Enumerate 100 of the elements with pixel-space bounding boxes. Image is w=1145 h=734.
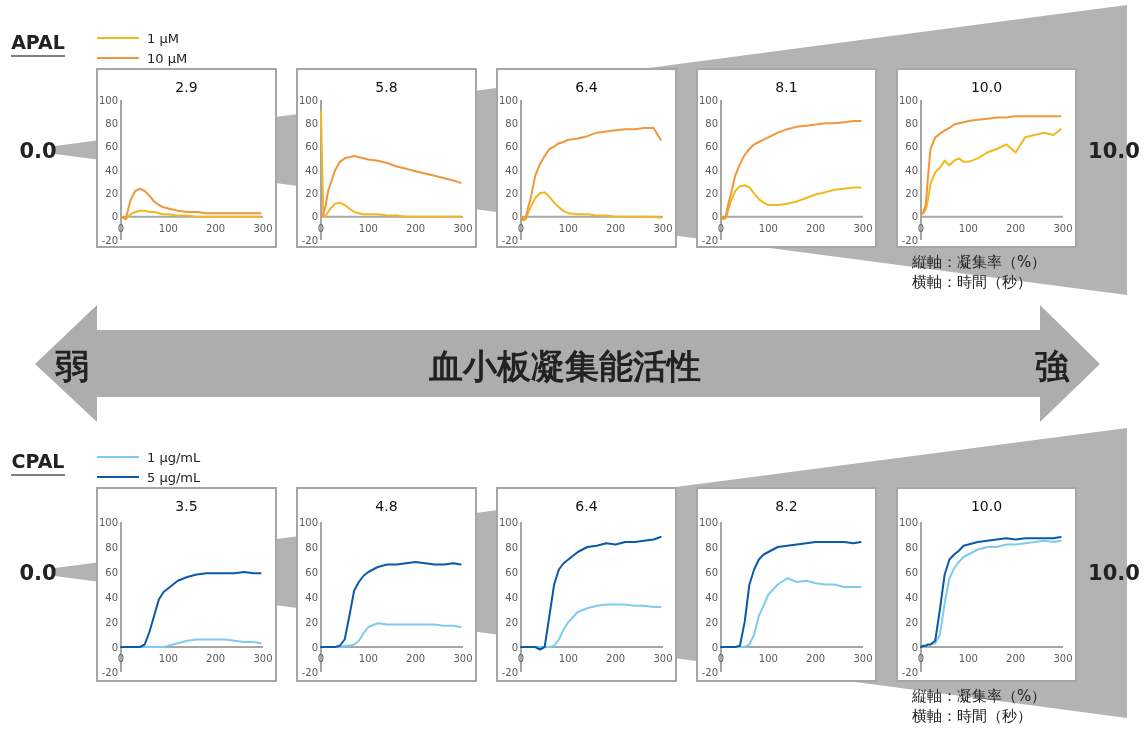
y-tick-label: 60 <box>905 141 918 153</box>
line-series <box>520 127 662 222</box>
chart-title: 2.9 <box>175 79 198 95</box>
chart-title: 10.0 <box>970 498 1003 514</box>
line-series <box>720 541 862 648</box>
x-tick-label: 200 <box>1006 653 1026 664</box>
y-tick-label: 20 <box>305 187 318 199</box>
x-tick-label: 200 <box>406 222 426 234</box>
y-tick-label: 20 <box>505 187 518 199</box>
text: 0.0 <box>19 139 57 163</box>
y-tick-label: -20 <box>701 234 718 246</box>
y-tick-label: 80 <box>105 541 118 553</box>
x-tick-label: 100 <box>558 653 578 664</box>
x-tick-label: 200 <box>606 222 626 234</box>
y-tick-label: 100 <box>298 516 318 528</box>
chart-title: 3.5 <box>175 498 198 514</box>
x-tick-label: 100 <box>158 653 178 664</box>
x-tick-label: 200 <box>606 653 626 664</box>
y-tick-label: 100 <box>298 94 318 106</box>
y-tick-label: 40 <box>505 591 518 603</box>
y-tick-label: 100 <box>498 94 518 106</box>
y-tick-label: 40 <box>305 591 318 603</box>
y-tick-label: 80 <box>905 541 918 553</box>
text: CPAL <box>11 450 65 472</box>
y-tick-label: 0 <box>711 641 718 653</box>
y-tick-label: 20 <box>705 616 718 628</box>
x-tick-label: 200 <box>806 653 826 664</box>
line-series <box>320 155 462 218</box>
y-tick-label: -20 <box>901 666 918 678</box>
y-tick-label: 60 <box>705 566 718 578</box>
x-tick-label: 300 <box>853 222 873 234</box>
x-tick-label: 200 <box>206 222 226 234</box>
x-tick-label: 300 <box>1053 653 1073 664</box>
text: 縦軸：凝集率（%） <box>911 687 1047 705</box>
y-tick-label: 0 <box>511 211 518 223</box>
x-tick-label: 100 <box>158 222 178 234</box>
legend-label: 5 μg/mL <box>147 470 201 485</box>
x-tick-label: 100 <box>758 653 778 664</box>
x-tick-label: 100 <box>558 222 578 234</box>
y-tick-label: 80 <box>505 541 518 553</box>
y-tick-label: 40 <box>705 591 718 603</box>
y-tick-label: 40 <box>705 164 718 176</box>
chart-title: 6.4 <box>575 498 598 514</box>
y-tick-label: 0 <box>511 641 518 653</box>
line-series <box>120 187 262 220</box>
x-tick-label: 300 <box>853 653 873 664</box>
y-tick-label: 40 <box>505 164 518 176</box>
chart-title: 6.4 <box>575 79 598 95</box>
y-tick-label: 40 <box>905 591 918 603</box>
x-tick-label: 300 <box>653 653 673 664</box>
text: 10.0 <box>1088 139 1140 163</box>
x-tick-label: 100 <box>358 222 378 234</box>
y-tick-label: -20 <box>901 234 918 246</box>
y-tick-label: 40 <box>105 164 118 176</box>
y-tick-label: -20 <box>301 666 318 678</box>
line-series <box>320 561 462 648</box>
y-tick-label: -20 <box>301 234 318 246</box>
y-tick-label: -20 <box>101 666 118 678</box>
y-tick-label: 0 <box>111 211 118 223</box>
chart-title: 8.2 <box>775 498 798 514</box>
x-tick-label: 200 <box>1006 222 1026 234</box>
text: 血小板凝集能活性 <box>428 346 701 386</box>
line-series <box>520 536 662 651</box>
line-series <box>120 571 262 648</box>
y-tick-label: 100 <box>898 94 918 106</box>
x-tick-label: 200 <box>406 653 426 664</box>
text: 弱 <box>54 346 89 386</box>
x-tick-label: 300 <box>1053 222 1073 234</box>
y-tick-label: -20 <box>701 666 718 678</box>
x-tick-label: 100 <box>358 653 378 664</box>
x-tick-label: 100 <box>758 222 778 234</box>
text: 縦軸：凝集率（%） <box>911 253 1047 271</box>
y-tick-label: 0 <box>911 641 918 653</box>
x-tick-label: 300 <box>253 653 273 664</box>
y-tick-label: 20 <box>705 187 718 199</box>
y-tick-label: 40 <box>905 164 918 176</box>
y-tick-label: 60 <box>305 141 318 153</box>
y-tick-label: 20 <box>305 616 318 628</box>
text: 10.0 <box>1088 561 1140 585</box>
y-tick-label: 100 <box>698 94 718 106</box>
y-tick-label: 20 <box>105 616 118 628</box>
y-tick-label: 80 <box>905 117 918 129</box>
y-tick-label: 60 <box>905 566 918 578</box>
y-tick-label: -20 <box>101 234 118 246</box>
legend-label: 1 μg/mL <box>147 450 201 465</box>
x-tick-label: 200 <box>806 222 826 234</box>
y-tick-label: 100 <box>898 516 918 528</box>
legend-label: 10 μM <box>147 51 188 66</box>
y-tick-label: 80 <box>305 117 318 129</box>
y-tick-label: 20 <box>505 616 518 628</box>
line-series <box>720 120 862 220</box>
x-tick-label: 200 <box>206 653 226 664</box>
chart-title: 4.8 <box>375 498 398 514</box>
x-tick-label: 100 <box>958 222 978 234</box>
y-tick-label: 20 <box>905 616 918 628</box>
text: 強 <box>1035 346 1070 386</box>
x-tick-label: 300 <box>653 222 673 234</box>
y-tick-label: 0 <box>911 211 918 223</box>
y-tick-label: 80 <box>305 541 318 553</box>
text: 横軸：時間（秒） <box>912 707 1032 725</box>
